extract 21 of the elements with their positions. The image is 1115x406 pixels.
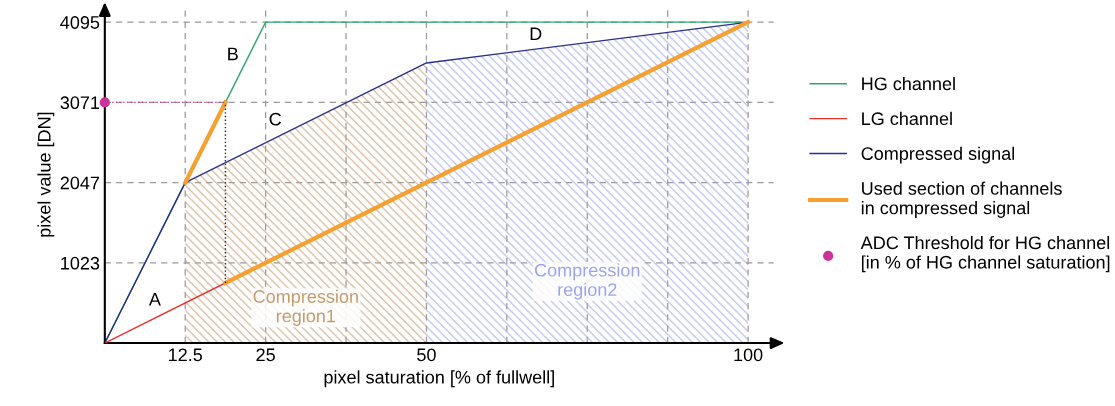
x-axis-title: pixel saturation [% of fullwell] (324, 370, 554, 388)
legend-label: HG channel (862, 76, 955, 91)
legend-label: Used section of channels in compressed signal (861, 181, 1062, 218)
x-tick-label: 50 (417, 348, 436, 362)
series-label: Compression region2 (535, 263, 640, 300)
y-tick-label: 4095 (60, 16, 100, 29)
x-tick-label: 12.5 (169, 348, 203, 362)
y-axis-title: pixel value [DN] (37, 112, 55, 237)
y-tick-label: 1023 (61, 256, 100, 270)
legend-label: ADC Threshold for HG channel [in % of HG channel saturation] (860, 235, 1110, 273)
legend-label: Compressed signal (861, 146, 1015, 164)
annotation: A (148, 292, 161, 306)
x-tick-label: 100 (734, 348, 763, 362)
series-label: Compression region1 (253, 289, 358, 326)
x-tick-label: 25 (256, 348, 275, 362)
annotation: C (269, 112, 282, 126)
annotation: D (530, 27, 542, 41)
y-tick-label: 2047 (60, 176, 100, 190)
y-tick-label: 3071 (60, 96, 100, 110)
annotation: B (228, 47, 238, 61)
legend-label: LG channel (862, 111, 952, 126)
